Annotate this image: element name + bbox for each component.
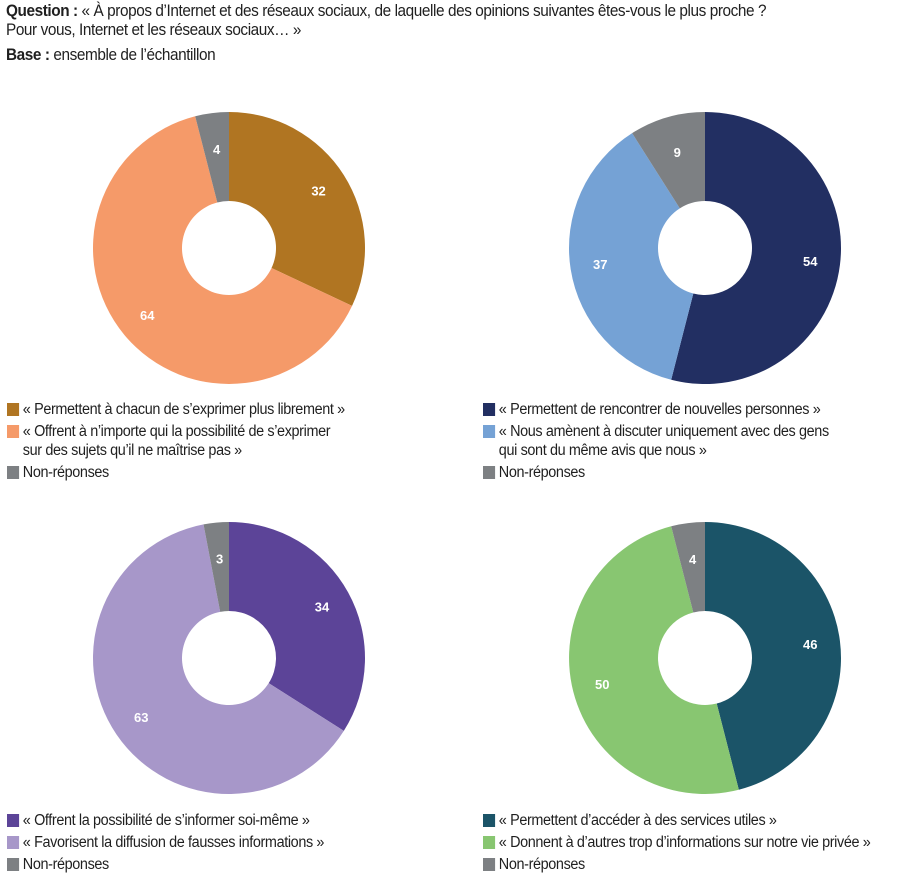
donut-chart-4: 46 50 4 bbox=[569, 522, 841, 794]
question-label: Question : bbox=[6, 2, 78, 20]
question-line-1: Question : « À propos d’Internet et des … bbox=[6, 2, 897, 21]
legend-item: Non-réponses bbox=[483, 463, 897, 482]
legend-label: « Favorisent la diffusion de fausses inf… bbox=[22, 834, 325, 851]
legend-label: Non-réponses bbox=[22, 464, 109, 481]
legend-swatch-icon bbox=[7, 425, 20, 438]
legend-item: Non-réponses bbox=[7, 855, 435, 874]
legend-swatch-icon bbox=[7, 858, 20, 871]
legend-label: « Donnent à d’autres trop d’informations… bbox=[498, 834, 871, 851]
legend-chart-3: « Offrent la possibilité de s’informer s… bbox=[7, 811, 435, 877]
pie-slice bbox=[229, 522, 365, 731]
legend-label: « Permettent à chacun de s’exprimer plus… bbox=[22, 401, 345, 418]
slice-value-label: 37 bbox=[593, 257, 607, 272]
slice-value-label: 3 bbox=[216, 552, 223, 567]
legend-label: « Permettent de rencontrer de nouvelles … bbox=[498, 401, 821, 418]
legend-swatch-icon bbox=[7, 814, 20, 827]
legend-item: Non-réponses bbox=[7, 463, 435, 482]
slice-value-label: 46 bbox=[803, 637, 817, 652]
slice-value-label: 9 bbox=[674, 145, 681, 160]
legend-label: « Offrent à n’importe qui la possibilité… bbox=[22, 423, 331, 459]
slice-value-label: 4 bbox=[213, 142, 221, 157]
donut-chart-1: 32 64 4 bbox=[93, 112, 365, 384]
legend-label: « Nous amènent à discuter uniquement ave… bbox=[498, 423, 829, 459]
base-text: ensemble de l’échantillon bbox=[53, 46, 216, 64]
legend-item: « Permettent à chacun de s’exprimer plus… bbox=[7, 400, 435, 419]
legend-item: « Offrent à n’importe qui la possibilité… bbox=[7, 422, 435, 460]
legend-item: « Nous amènent à discuter uniquement ave… bbox=[483, 422, 897, 460]
legend-swatch-icon bbox=[483, 836, 496, 849]
slice-value-label: 4 bbox=[689, 552, 697, 567]
slice-value-label: 32 bbox=[311, 184, 325, 199]
pie-slice bbox=[229, 112, 365, 306]
legend-label: « Offrent la possibilité de s’informer s… bbox=[22, 812, 310, 829]
question-header: Question : « À propos d’Internet et des … bbox=[6, 2, 897, 65]
pie-slice bbox=[671, 522, 705, 613]
legend-item: « Offrent la possibilité de s’informer s… bbox=[7, 811, 435, 830]
slice-value-label: 64 bbox=[140, 308, 155, 323]
base-line: Base : ensemble de l’échantillon bbox=[6, 46, 897, 65]
legend-chart-1: « Permettent à chacun de s’exprimer plus… bbox=[7, 400, 435, 485]
pie-slice bbox=[203, 522, 229, 612]
legend-swatch-icon bbox=[7, 836, 20, 849]
pie-slice bbox=[93, 116, 353, 384]
pie-slice bbox=[92, 524, 344, 794]
slice-value-label: 50 bbox=[595, 677, 609, 692]
legend-chart-4: « Permettent d’accéder à des services ut… bbox=[483, 811, 897, 877]
legend-chart-2: « Permettent de rencontrer de nouvelles … bbox=[483, 400, 897, 485]
legend-swatch-icon bbox=[7, 403, 20, 416]
legend-item: « Favorisent la diffusion de fausses inf… bbox=[7, 833, 435, 852]
base-label: Base : bbox=[6, 46, 50, 64]
pie-slice bbox=[632, 112, 705, 209]
legend-label: Non-réponses bbox=[498, 856, 585, 873]
legend-swatch-icon bbox=[483, 466, 496, 479]
donut-chart-3: 34 63 3 bbox=[92, 522, 365, 794]
slice-value-label: 63 bbox=[134, 710, 148, 725]
legend-label: « Permettent d’accéder à des services ut… bbox=[498, 812, 777, 829]
slice-value-label: 34 bbox=[315, 599, 330, 614]
pie-slice bbox=[195, 112, 229, 203]
legend-swatch-icon bbox=[483, 814, 496, 827]
question-text: « À propos d’Internet et des réseaux soc… bbox=[81, 2, 767, 20]
pie-slice bbox=[705, 522, 841, 790]
legend-item: « Permettent de rencontrer de nouvelles … bbox=[483, 400, 897, 419]
legend-item: Non-réponses bbox=[483, 855, 897, 874]
pie-slice bbox=[569, 133, 694, 380]
legend-swatch-icon bbox=[7, 466, 20, 479]
legend-swatch-icon bbox=[483, 425, 496, 438]
legend-item: « Permettent d’accéder à des services ut… bbox=[483, 811, 897, 830]
donut-chart-2: 54 37 9 bbox=[569, 112, 842, 385]
pie-slice bbox=[569, 526, 739, 794]
legend-swatch-icon bbox=[483, 403, 496, 416]
question-line-2: Pour vous, Internet et les réseaux socia… bbox=[6, 21, 302, 39]
pie-slice bbox=[671, 112, 842, 385]
legend-item: « Donnent à d’autres trop d’informations… bbox=[483, 833, 897, 852]
slice-value-label: 54 bbox=[803, 254, 818, 269]
legend-swatch-icon bbox=[483, 858, 496, 871]
legend-label: Non-réponses bbox=[22, 856, 109, 873]
legend-label: Non-réponses bbox=[498, 464, 585, 481]
